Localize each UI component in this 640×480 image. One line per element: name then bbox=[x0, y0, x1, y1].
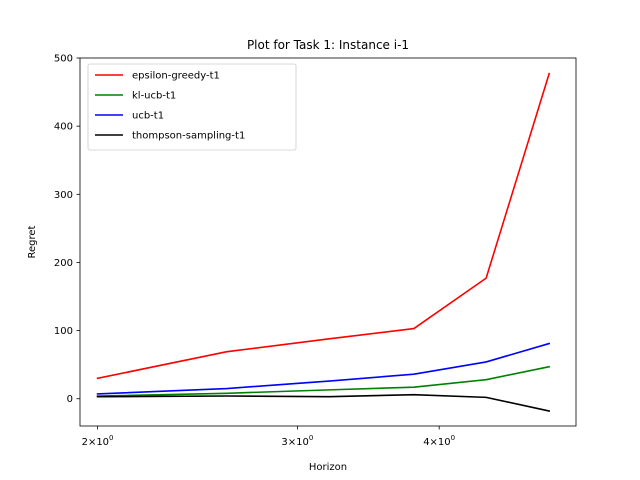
series-line-epsilon-greedy-t1 bbox=[96, 72, 551, 380]
legend-label: thompson-sampling-t1 bbox=[132, 131, 245, 142]
legend-label: ucb-t1 bbox=[132, 111, 164, 122]
x-tick-label: 3×100 bbox=[281, 434, 313, 448]
y-tick-label: 300 bbox=[54, 190, 73, 201]
axes: 0 100 200 300 400 500 2×100 3×100 4×100 bbox=[54, 54, 455, 449]
x-tick-label: 2×100 bbox=[82, 434, 114, 448]
series-line-ucb-t1 bbox=[96, 342, 551, 395]
y-axis-label: Regret bbox=[27, 225, 38, 258]
y-tick-label: 100 bbox=[54, 326, 73, 337]
y-tick-label: 500 bbox=[54, 54, 73, 65]
legend-label: epsilon-greedy-t1 bbox=[132, 71, 220, 82]
series-line-thompson-sampling-t1 bbox=[96, 393, 551, 412]
plot-area bbox=[96, 72, 551, 412]
y-tick-label: 200 bbox=[54, 258, 73, 269]
x-tick-label: 4×100 bbox=[423, 434, 455, 448]
chart-title: Plot for Task 1: Instance i-1 bbox=[247, 38, 409, 52]
legend-label: kl-ucb-t1 bbox=[132, 91, 176, 102]
plot-frame bbox=[79, 57, 577, 427]
legend: epsilon-greedy-t1 kl-ucb-t1 ucb-t1 thompson… bbox=[87, 63, 297, 151]
y-tick-label: 400 bbox=[54, 122, 73, 133]
y-tick-label: 0 bbox=[67, 394, 73, 405]
series-line-kl-ucb-t1 bbox=[96, 365, 551, 397]
legend-box bbox=[87, 63, 297, 151]
x-axis-label: Horizon bbox=[309, 462, 347, 473]
